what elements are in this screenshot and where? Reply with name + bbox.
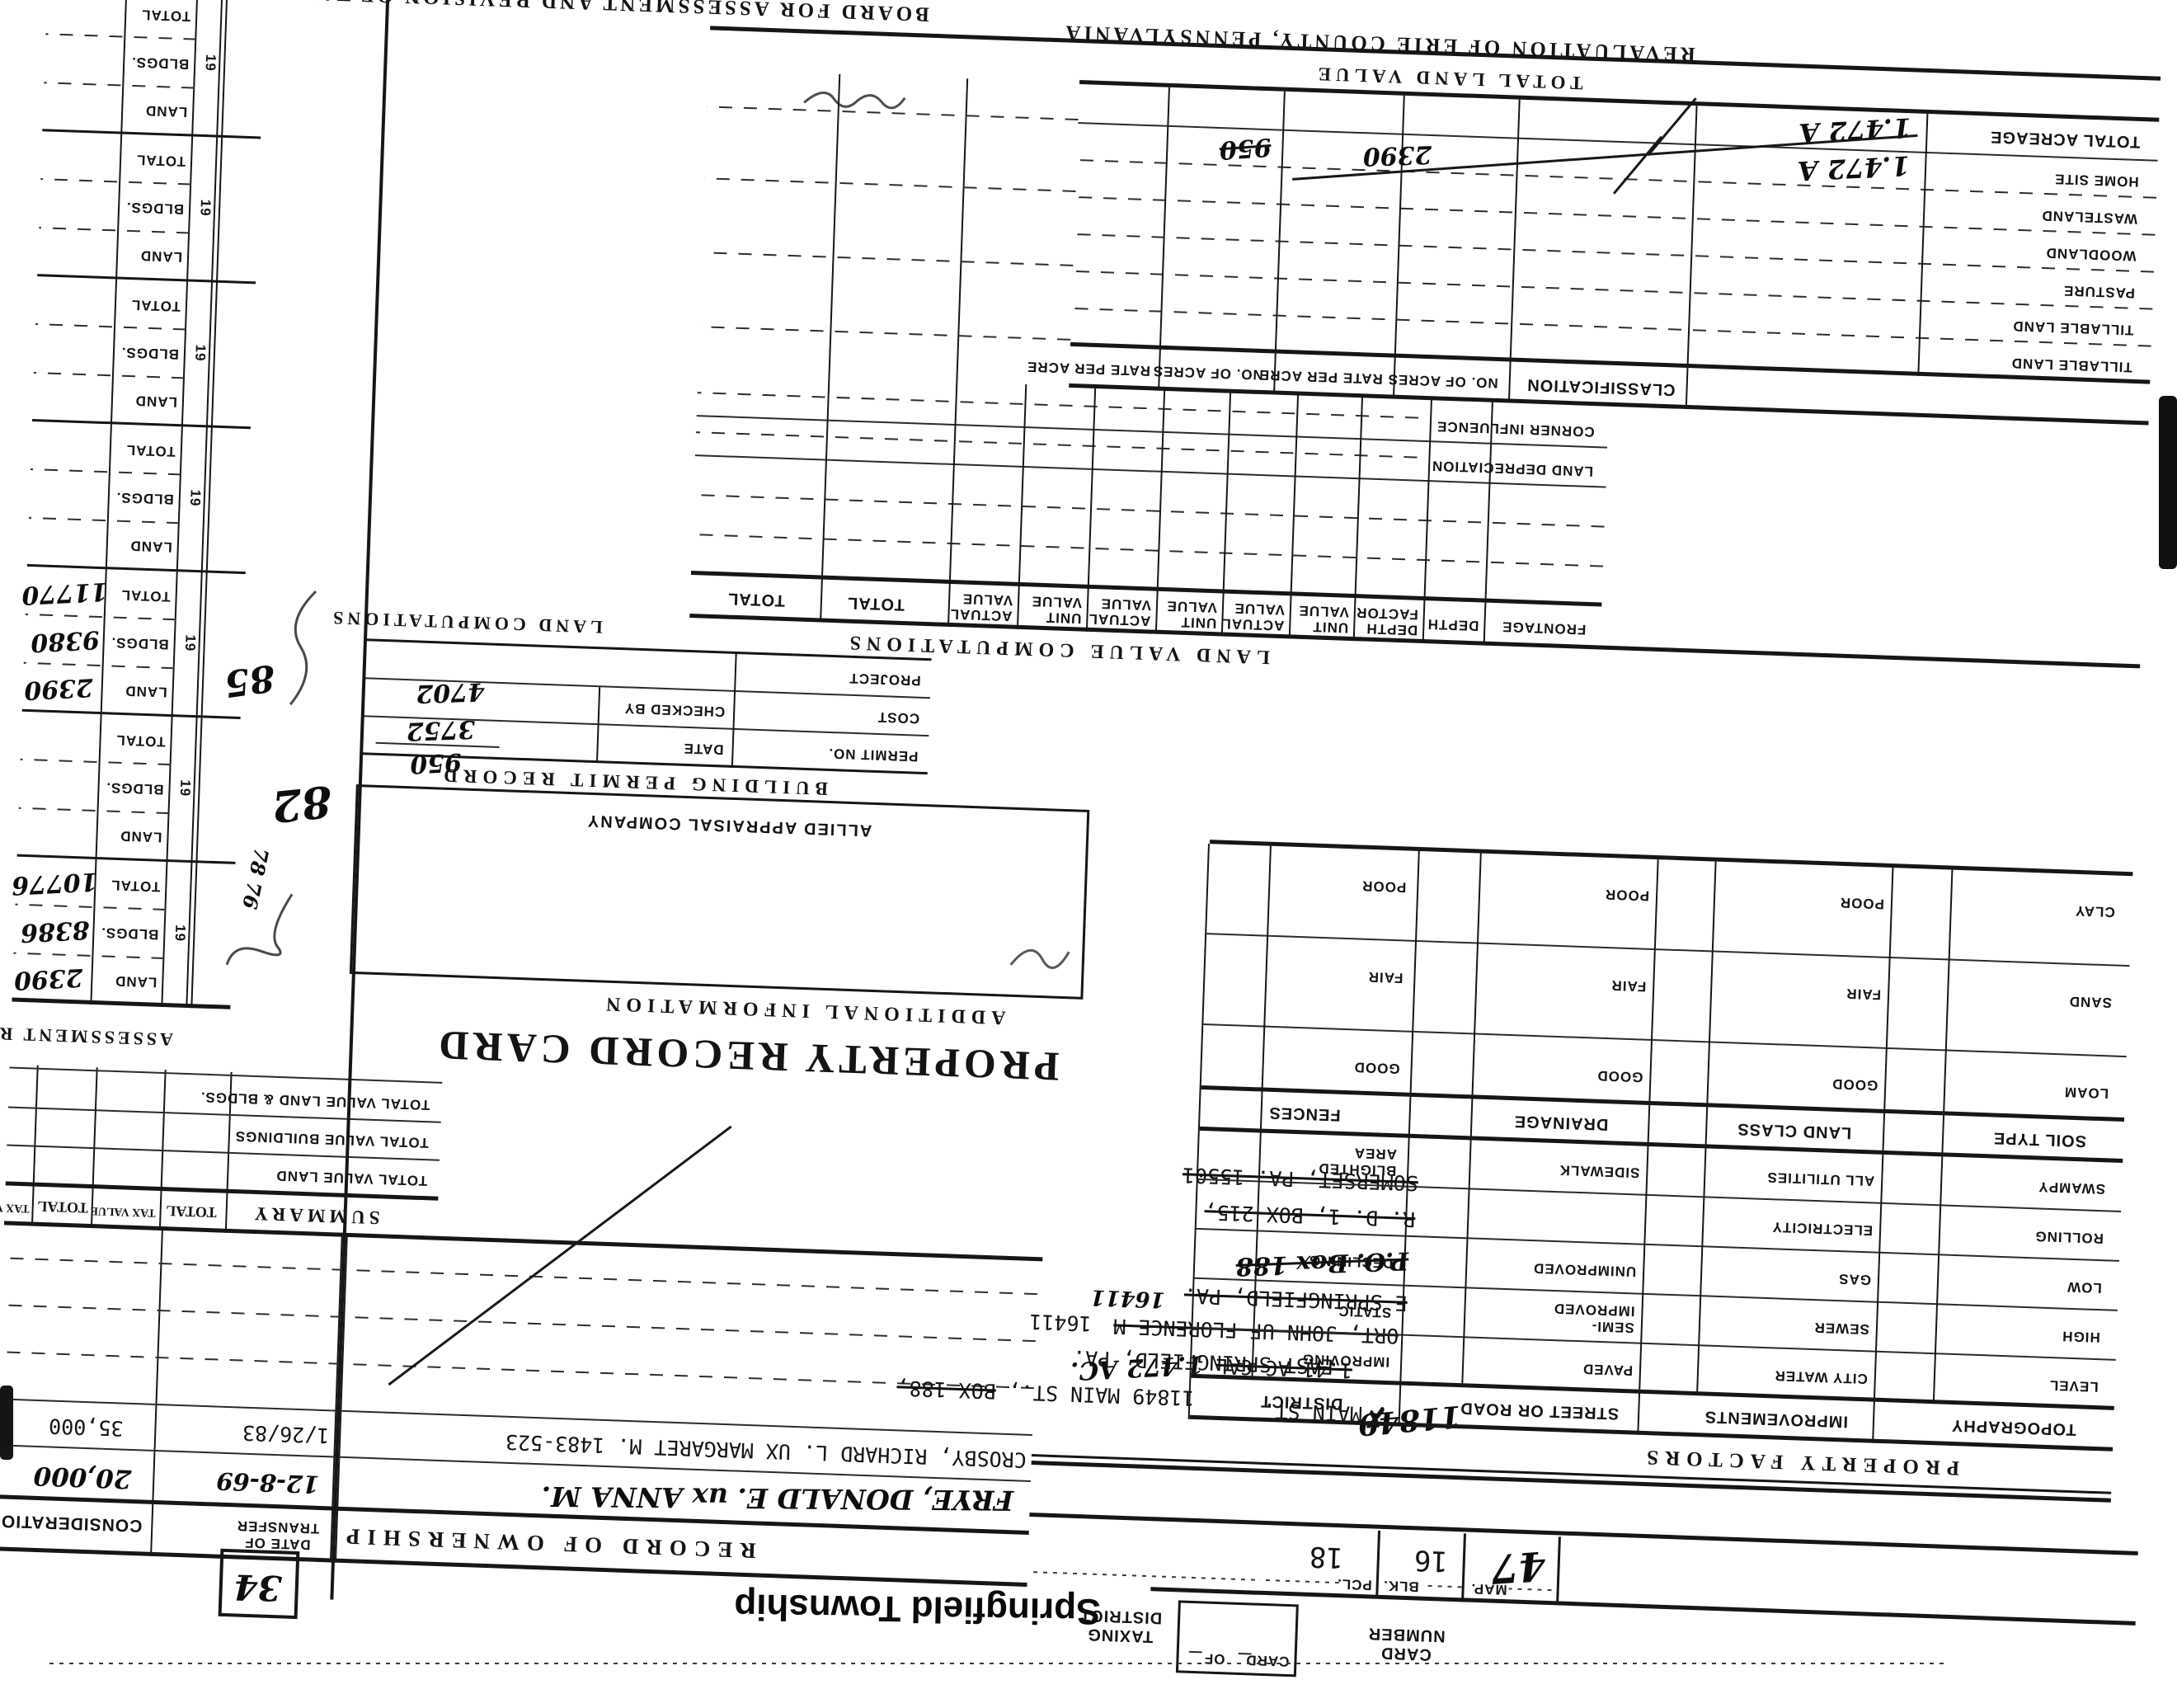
assessment-group: 19 LAND BLDGS. TOTAL	[37, 129, 384, 286]
class-row: HOME SITE	[2053, 171, 2140, 190]
summary-row: TOTAL VALUE BUILDINGS	[234, 1128, 430, 1151]
land-depreciation-row: LAND DEPRECIATION	[1431, 458, 1594, 480]
building-permit-record: BUILDING PERMIT RECORD PERMIT NO. DATE C…	[361, 638, 932, 809]
assessment-title: ASSESSMENT RECORD	[0, 1020, 174, 1051]
pen-scribble	[1009, 949, 1070, 969]
map-value: 47	[1488, 1541, 1548, 1592]
blk-box: BLK. 16	[1375, 1530, 1469, 1600]
summary-row: TOTAL VALUE LAND	[275, 1167, 428, 1189]
ownership-row: FRYE, DONALD E. ux ANNA M.	[541, 1480, 1014, 1517]
scan-artifact	[0, 1386, 13, 1460]
class-row: WASTELAND	[2041, 207, 2138, 227]
summary-label: SUMMARY	[250, 1202, 380, 1229]
record-of-ownership: RECORD OF OWNERSHIP DATE OF TRANSFER CON…	[0, 1221, 1038, 1624]
class-row: TILLABLE LAND	[2012, 318, 2134, 338]
appraisal-company: ALLIED APPRAISAL COMPANY	[585, 811, 872, 840]
lvc-continuation	[698, 69, 1080, 385]
hw-home-site-old: 950	[1218, 131, 1272, 165]
assessment-group: 19 LAND BLDGS. TOTAL 82 78 76	[17, 708, 364, 911]
assessment-group: 19 LAND BLDGS. TOTAL	[42, 0, 389, 142]
page-title: PROPERTY RECORD CARD	[434, 1022, 1060, 1090]
summary-table: SUMMARY TOTAL TAX VALUE TOTAL TAX VALUE …	[0, 1061, 1043, 1262]
ownership-consideration-col: CONSIDERATION	[0, 1510, 143, 1536]
property-factors-title: PROPERTY FACTORS	[1639, 1445, 1960, 1480]
permit-title: BUILDING PERMIT RECORD	[437, 765, 829, 799]
property-factors: PROPERTY FACTORS TOPOGRAPHY IMPROVEMENTS…	[1031, 653, 2140, 1503]
class-row: TOTAL ACREAGE	[1989, 127, 2141, 151]
assessment-group: 19 LAND BLDGS. TOTAL	[32, 274, 379, 431]
map-box: MAP. 47	[1461, 1533, 1561, 1603]
ownership-date-col: DATE OF TRANSFER	[236, 1517, 320, 1553]
assessment-group: 19 LAND BLDGS. TOTAL	[27, 418, 374, 576]
scan-artifact	[49, 1663, 1946, 1664]
pen-scribble	[225, 893, 294, 966]
assessment-group: 19 85 LAND 2390 BLDGS. 9380 TOTAL 11770	[21, 563, 369, 722]
hw-slash	[1647, 97, 1697, 157]
ownership-title: RECORD OF OWNERSHIP	[338, 1523, 757, 1564]
hw-year: 85	[221, 656, 278, 705]
hw-home-site-acreage: 1.472 A	[1796, 149, 1911, 187]
assessment-record: ASSESSMENT RECORD 19 LAND 2390 BLDGS. 83…	[0, 0, 390, 1600]
pen-scribble	[289, 591, 317, 706]
hw-home-site-value: 2390	[1362, 139, 1432, 172]
card-of-box: CARD OF	[1175, 1600, 1299, 1677]
pcl-value: 18	[1309, 1539, 1344, 1574]
pcl-box: PCL. 18	[1254, 1527, 1380, 1597]
summary-row: TOTAL VALUE LAND & BLDGS.	[200, 1089, 430, 1113]
hw-year: 82	[269, 775, 335, 832]
class-row: WOODLAND	[2045, 245, 2137, 264]
classification-table: CLASSIFICATION NO. OF ACRES RATE PER ACR…	[710, 26, 2161, 426]
additional-information-box: ALLIED APPRAISAL COMPANY	[349, 783, 1090, 1000]
corner-influence-row: CORNER INFLUENCE	[1436, 418, 1596, 440]
card-number-label: CARD NUMBER	[1367, 1624, 1446, 1664]
card-of-blank2	[1183, 1650, 1202, 1654]
scan-artifact	[2159, 396, 2177, 569]
additional-information-label: ADDITIONAL INFORMATION	[599, 992, 1006, 1028]
hw-permit-3752: 3752	[406, 714, 476, 746]
class-row: TILLABLE LAND	[2010, 355, 2133, 375]
center-column: PROPERTY RECORD CARD ADDITIONAL INFORMAT…	[329, 590, 1098, 1094]
land-computations-label: LAND COMPUTATIONS	[328, 607, 604, 638]
blk-value: 16	[1413, 1543, 1449, 1578]
assessment-group: 19 LAND 2390 BLDGS. 8386 TOTAL 10776	[11, 854, 359, 1012]
card-of-blank1	[1230, 1652, 1252, 1655]
hw-permit-950: 950	[409, 746, 463, 779]
pen-scribble	[803, 92, 906, 110]
class-row: PASTURE	[2062, 282, 2136, 301]
hw-permit-4702: 4702	[415, 676, 486, 708]
